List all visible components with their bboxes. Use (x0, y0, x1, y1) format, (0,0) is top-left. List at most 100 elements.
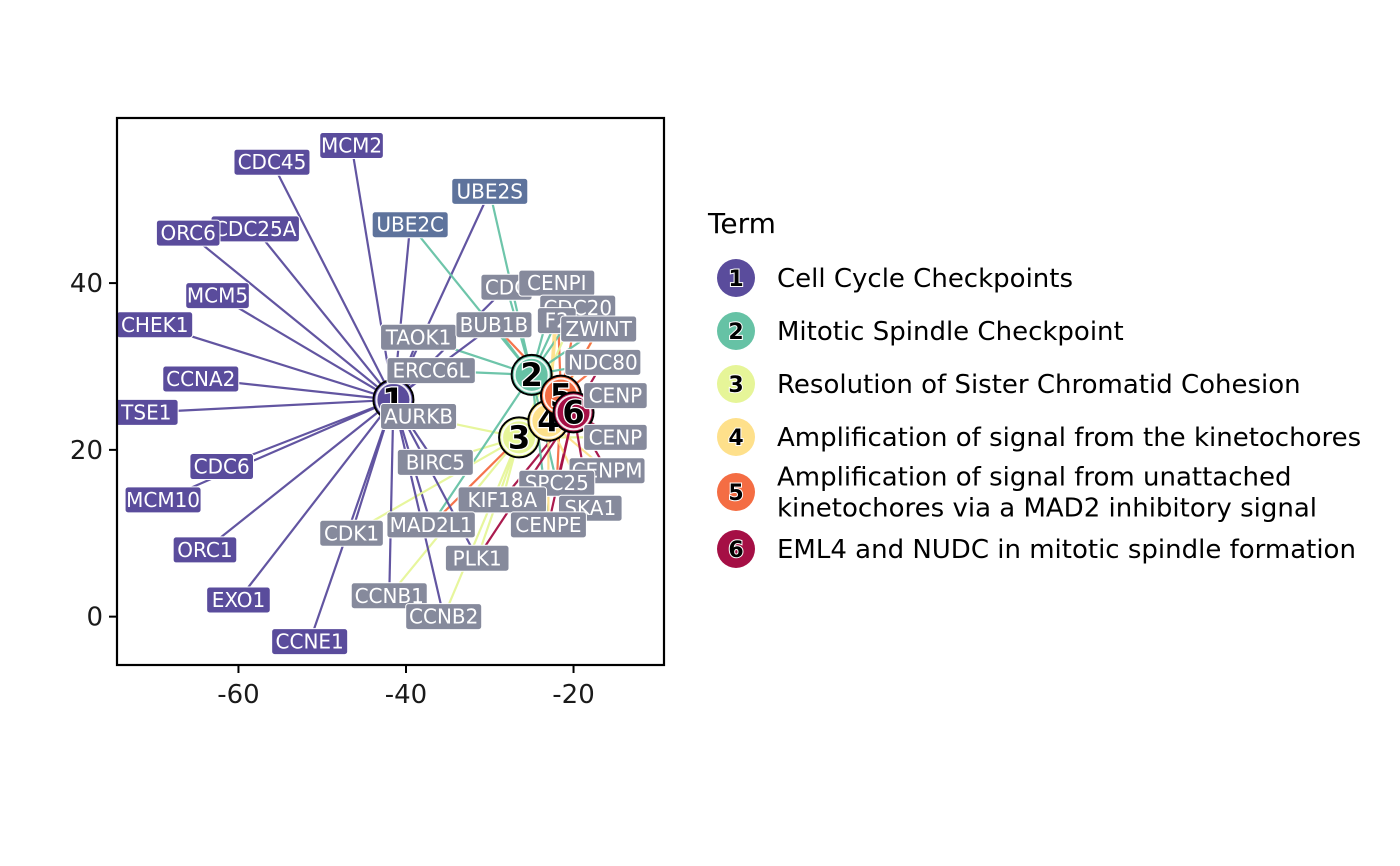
legend-item-6: 6 EML4 and NUDC in mitotic spindle format… (717, 530, 1356, 568)
legend-key-circle (717, 259, 755, 297)
gene-label-text: NDC80 (568, 350, 638, 374)
gene-label-text: CDC6 (194, 455, 250, 479)
edge-chek1-term-1 (154, 323, 394, 401)
edge-ccnb1-term-1 (388, 399, 395, 596)
term-node-label-3: 3 (508, 418, 530, 456)
gene-label-text: AURKB (384, 405, 453, 429)
gene-label-box (444, 544, 510, 572)
legend-label: Cell Cycle Checkpoints (777, 264, 1073, 294)
gene-label-ube2c: UBE2C (371, 211, 449, 239)
legend-label: EML4 and NUDC in mitotic spindle formati… (777, 535, 1356, 565)
plot-panel-border (115, 116, 666, 667)
gene-label-cdc45: CDC45 (233, 148, 311, 176)
gene-label-box (386, 511, 476, 539)
gene-label-orc1: ORC1 (172, 536, 238, 564)
gene-label-text: MCM10 (126, 488, 200, 512)
gene-label-box (319, 519, 384, 547)
gene-label-text: CDC45 (238, 150, 307, 174)
gene-label-text: CENP (589, 384, 643, 408)
gene-label-text: ERCC6L (392, 359, 470, 383)
edge-tse1-term-1 (146, 398, 394, 414)
legend-item-4: 4 Amplification of signal from the kineto… (717, 418, 1361, 456)
y-tick-label: 40 (70, 269, 103, 299)
gene-label-orc6: ORC6 (155, 219, 221, 247)
gene-label-box (172, 536, 238, 564)
legend: Term 1 Cell Cycle Checkpoints 2 Mitotic Spin… (707, 207, 1361, 568)
gene-label-mad2l1: MAD2L1 (386, 511, 476, 539)
y-tick-label: 20 (70, 436, 103, 466)
legend-label: Mitotic Spindle Checkpoint (777, 317, 1124, 347)
legend-item-2: 2 Mitotic Spindle Checkpoint (717, 312, 1124, 350)
gene-label-text: PLK1 (453, 546, 502, 570)
gene-label-zwint: ZWINT (560, 315, 638, 343)
gene-label-box (271, 628, 349, 656)
gene-label-text: CCNE1 (276, 630, 344, 654)
gene-label-box (386, 357, 476, 385)
gene-label-text: CENP (589, 425, 643, 449)
legend-key-number: 6 (728, 538, 743, 563)
gene-label-box (583, 382, 648, 410)
edge-mcm5-term-1 (216, 294, 394, 401)
legend-label: Resolution of Sister Chromatid Cohesion (777, 370, 1301, 400)
gene-label-text: CCNA2 (166, 367, 235, 391)
gene-label-box (233, 148, 311, 176)
term-node-ring-2 (513, 356, 550, 393)
gene-label-aurkb: AURKB (380, 403, 458, 431)
legend-label: Amplification of signal from unattached (777, 463, 1292, 493)
edge-cdc25a-term-1 (254, 228, 395, 401)
legend-key-number: 2 (728, 320, 743, 345)
gene-label-box (455, 311, 533, 339)
edge-orc1-term-1 (204, 398, 395, 551)
x-tick-label: -40 (385, 680, 427, 710)
gene-label-box (564, 348, 642, 376)
axis-layer: -60 -40 -20 0 20 40 (70, 269, 595, 710)
gene-label-text: MCM5 (187, 284, 248, 308)
gene-label-ccna2: CCNA2 (162, 365, 240, 393)
gene-label-box (124, 486, 202, 514)
gene-label-text: TAOK1 (385, 325, 452, 349)
gene-label-box (117, 311, 194, 339)
legend-label: kinetochores via a MAD2 inhibitory signa… (777, 494, 1317, 524)
gene-label-birc5: BIRC5 (396, 448, 474, 476)
gene-label-cdc25a: CDC25A (210, 215, 300, 243)
gene-label-box (185, 282, 250, 310)
gene-label-text: CENPE (515, 513, 581, 537)
legend-label: Amplification of signal from the kinetoc… (777, 423, 1361, 453)
gene-label-exo1: EXO1 (206, 586, 271, 614)
gene-label-text: BIRC5 (406, 450, 465, 474)
edge-orc6-term-1 (187, 232, 395, 401)
gene-label-box (155, 219, 221, 247)
edge-mcm10-term-1 (162, 398, 394, 501)
gene-label-ube2s: UBE2S (451, 177, 529, 205)
legend-key-circle (717, 312, 755, 350)
edge-ube2c-term-2 (409, 224, 533, 376)
gene-label-text: BUB1B (460, 313, 529, 337)
edge-cdk1-term-3 (351, 436, 520, 535)
gene-label-box (380, 403, 458, 431)
gene-label-box (371, 211, 449, 239)
gene-label-text: UBE2C (376, 213, 444, 237)
gene-label-taok1: TAOK1 (380, 323, 458, 351)
legend-item-1: 1 Cell Cycle Checkpoints (717, 259, 1073, 297)
term-node-2 (510, 353, 553, 396)
gene-label-cenpe: CENPE (509, 511, 587, 539)
gene-label-text: MCM2 (321, 134, 382, 158)
edge-ccnb2-term-1 (392, 399, 445, 617)
gene-label-ccne1: CCNE1 (271, 628, 349, 656)
gene-label-cdk1: CDK1 (319, 519, 384, 547)
gene-label-text: CDC25A (214, 217, 297, 241)
gene-label-cdc6: CDC6 (189, 453, 255, 481)
legend-title: Term (707, 207, 776, 240)
gene-label-bub1b: BUB1B (455, 311, 533, 339)
gene-label-cenp: CENP (583, 382, 648, 410)
edge-cdc45-term-1 (270, 161, 395, 401)
legend-key-circle (717, 418, 755, 456)
legend-key-number: 5 (728, 481, 743, 506)
gene-label-mcm2: MCM2 (319, 132, 384, 160)
legend-key-circle (717, 473, 755, 511)
gene-label-box (457, 486, 548, 514)
gene-label-cenpi: CENPI (518, 269, 596, 297)
term-node-ring-6 (555, 394, 592, 431)
gene-label-ccnb1: CCNB1 (350, 582, 428, 610)
